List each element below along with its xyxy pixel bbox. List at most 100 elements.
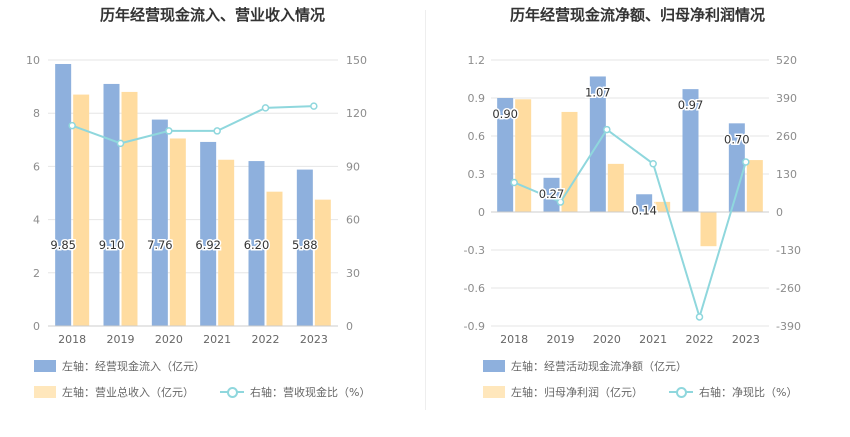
- x-tick-label: 2019: [547, 333, 575, 346]
- y-right-tick-label: 0: [346, 320, 353, 333]
- legend-item[interactable]: 左轴：经营活动现金流净额（亿元）: [483, 358, 687, 374]
- bar-secondary: [700, 212, 717, 247]
- x-tick-label: 2018: [58, 333, 86, 346]
- y-right-tick-label: 390: [776, 92, 797, 105]
- y-left-tick-label: -0.3: [464, 244, 485, 257]
- chart-title: 历年经营现金流净额、归母净利润情况: [509, 6, 765, 24]
- y-left-tick-label: 0.3: [468, 168, 486, 181]
- y-left-tick-label: -0.6: [464, 282, 485, 295]
- bar-secondary: [218, 159, 235, 326]
- x-tick-label: 2023: [300, 333, 328, 346]
- y-left-tick-label: 0.6: [468, 130, 486, 143]
- x-tick-label: 2019: [107, 333, 135, 346]
- legend-item[interactable]: 右轴：营收现金比（%）: [220, 384, 370, 400]
- legend-swatch: [483, 360, 505, 372]
- y-left-tick-label: -0.9: [464, 320, 485, 333]
- legend-left: 左轴：经营现金流入（亿元） 左轴：营业总收入（亿元） 右轴：营收现金比（%）: [34, 358, 424, 408]
- y-left-tick-label: 0.9: [468, 92, 486, 105]
- y-right-tick-label: 520: [776, 54, 797, 67]
- data-label: 0.14: [631, 203, 657, 217]
- ratio-line: [71, 105, 314, 145]
- legend-label: 左轴：归母净利润（亿元）: [511, 386, 643, 399]
- bar-primary: [248, 161, 265, 326]
- bar-secondary: [746, 160, 763, 212]
- panel-divider: [425, 10, 426, 410]
- bar-secondary: [121, 91, 138, 326]
- data-label: 1.07: [585, 85, 611, 99]
- ratio-point: [649, 160, 657, 168]
- y-left-tick-label: 1.2: [468, 54, 486, 67]
- legend-line-icon: [669, 386, 693, 398]
- y-right-tick-label: 30: [346, 267, 360, 280]
- y-left-tick-label: 6: [33, 160, 40, 173]
- chart-title: 历年经营现金流入、营业收入情况: [99, 6, 325, 24]
- x-tick-label: 2021: [639, 333, 667, 346]
- y-left-tick-label: 4: [33, 214, 40, 227]
- y-right-tick-label: 120: [346, 107, 367, 120]
- data-label: 5.88: [292, 238, 318, 252]
- bar-primary: [497, 98, 514, 212]
- data-label: 6.92: [195, 238, 221, 252]
- legend-label: 左轴：营业总收入（亿元）: [62, 386, 194, 399]
- legend-swatch: [483, 386, 505, 398]
- bar-secondary: [561, 111, 578, 212]
- y-right-tick-label: -260: [776, 282, 801, 295]
- legend-label: 右轴：营收现金比（%）: [250, 386, 371, 399]
- chart-svg-right: -0.9 -0.6 -0.3 0 0.3 0.6 0.9 1.2 -390 -260 -130 0 13…: [464, 54, 801, 346]
- bar-primary: [200, 141, 217, 326]
- legend-swatch: [34, 386, 56, 398]
- y-left-tick-label: 2: [33, 267, 40, 280]
- bar-secondary: [654, 201, 671, 212]
- y-left-tick-label: 0: [33, 320, 40, 333]
- legend-swatch: [34, 360, 56, 372]
- bar-secondary: [169, 138, 186, 326]
- data-label: 6.20: [244, 238, 270, 252]
- legend-item[interactable]: 右轴：净现比（%）: [669, 384, 797, 400]
- ratio-point: [603, 125, 611, 134]
- y-left-tick-label: 10: [26, 54, 40, 67]
- data-label: 9.85: [50, 238, 76, 252]
- x-tick-label: 2023: [732, 333, 760, 346]
- x-tick-label: 2020: [593, 333, 621, 346]
- legend-item[interactable]: 左轴：营业总收入（亿元）: [34, 384, 194, 400]
- x-tick-label: 2022: [686, 333, 714, 346]
- data-label: 7.76: [147, 238, 173, 252]
- bar-secondary: [266, 191, 283, 326]
- ratio-point: [261, 104, 270, 112]
- bar-primary: [103, 83, 120, 326]
- legend-label: 左轴：经营现金流入（亿元）: [62, 360, 205, 373]
- ratio-point: [742, 158, 750, 166]
- chart-panel-right: 历年经营现金流净额、归母净利润情况 -0.9 -0.6 -0.3 0 0.3 0.6 0.9…: [425, 0, 850, 437]
- legend-line-icon: [220, 386, 244, 398]
- ratio-point: [510, 178, 518, 187]
- ratio-point: [310, 102, 318, 110]
- y-right-tick-label: 60: [346, 214, 360, 227]
- y-right-tick-label: 90: [346, 160, 360, 173]
- y-right-tick-label: -390: [776, 320, 801, 333]
- legend-right: 左轴：经营活动现金流净额（亿元） 左轴：归母净利润（亿元） 右轴：净现比（%）: [483, 358, 849, 408]
- y-right-tick-label: -130: [776, 244, 801, 257]
- data-label: 0.90: [492, 107, 518, 121]
- ratio-point: [165, 127, 173, 135]
- bar-primary: [296, 169, 313, 326]
- ratio-point: [695, 313, 704, 321]
- ratio-point: [213, 127, 221, 135]
- bar-secondary: [607, 163, 624, 212]
- legend-item[interactable]: 左轴：归母净利润（亿元）: [483, 384, 643, 400]
- ratio-point: [116, 139, 125, 148]
- y-left-tick-label: 0: [478, 206, 485, 219]
- legend-label: 左轴：经营活动现金流净额（亿元）: [511, 360, 687, 373]
- bar-primary: [151, 119, 168, 326]
- y-right-tick-label: 260: [776, 130, 797, 143]
- y-left-tick-label: 8: [33, 107, 40, 120]
- bar-primary: [636, 194, 653, 212]
- data-label: 0.70: [724, 132, 750, 146]
- data-label: 0.97: [678, 98, 704, 112]
- bar-primary: [55, 63, 72, 327]
- legend-item[interactable]: 左轴：经营现金流入（亿元）: [34, 358, 205, 374]
- bar-primary: [682, 89, 699, 212]
- y-right-tick-label: 0: [776, 206, 783, 219]
- chart-svg-left: 0 2 4 6 8 10 0 30 60 90 120 150 2018 2019 2020 2021 2022…: [26, 54, 367, 346]
- ratio-line: [513, 128, 747, 321]
- bar-secondary: [73, 94, 90, 326]
